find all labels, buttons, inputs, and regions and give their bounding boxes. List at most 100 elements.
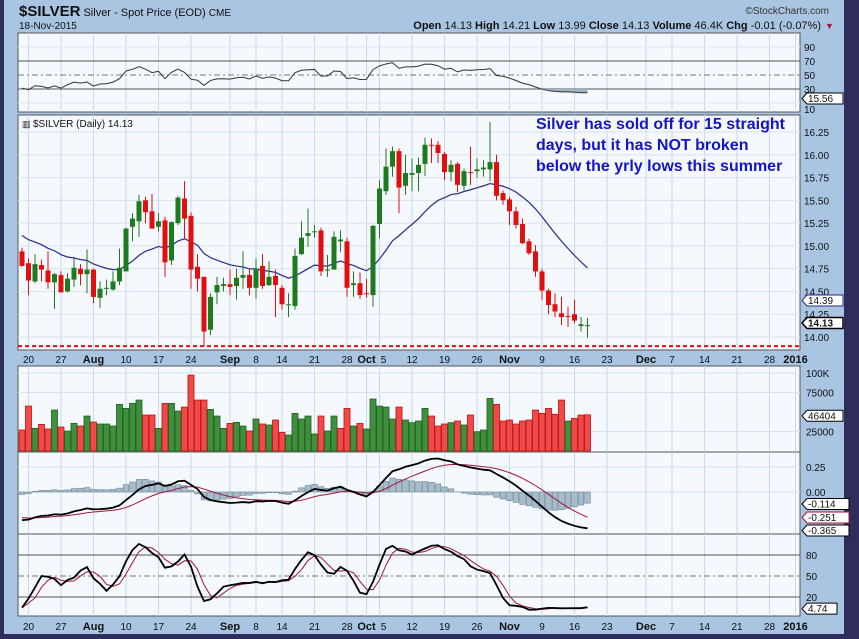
- rsi-value-tag: [801, 92, 844, 105]
- volume-tick-label: 75000: [806, 389, 834, 400]
- candle-body: [175, 197, 181, 224]
- annotation: Silver has sold off for 15 straight days…: [536, 114, 785, 177]
- macd-line: [21, 457, 588, 530]
- candle-body: [117, 267, 122, 282]
- volume-bar: [246, 430, 253, 452]
- candle-body: [32, 264, 38, 282]
- volume-bar: [376, 405, 383, 452]
- candle-body: [552, 304, 558, 312]
- candle-body: [409, 173, 415, 175]
- price-tick-label: 16.25: [804, 128, 829, 139]
- candle-body: [455, 163, 460, 185]
- x-tick-label: 7: [669, 355, 675, 366]
- candle-body: [442, 153, 447, 173]
- price-tick-label: 14.75: [804, 265, 829, 276]
- candle-body: [429, 144, 434, 146]
- volume-bar: [207, 409, 214, 452]
- volume-bar: [584, 414, 591, 452]
- x-tick-label: Nov: [499, 621, 521, 633]
- macd-histogram-bar: [129, 481, 136, 493]
- close-value: 14.13: [808, 319, 833, 330]
- macd-tick-label: 0.25: [806, 463, 826, 474]
- candle-body: [143, 200, 148, 213]
- volume-bar: [369, 398, 377, 452]
- x-tick-label: Dec: [636, 621, 656, 633]
- x-tick-label: 5: [381, 355, 387, 366]
- brand[interactable]: ©StockCharts.com: [745, 6, 829, 17]
- candle-body: [370, 225, 376, 296]
- macd-histogram-bar: [285, 491, 292, 495]
- volume-bar: [181, 406, 188, 452]
- macd-histogram-bar: [252, 491, 260, 494]
- macd-histogram-value-tag: [801, 498, 850, 510]
- candle-body: [481, 167, 486, 170]
- x-tick-label: 5: [381, 622, 387, 633]
- volume-bar: [194, 399, 201, 452]
- candle-body: [403, 173, 408, 186]
- volume-bar: [96, 423, 104, 452]
- volume-bar: [187, 374, 195, 452]
- volume-bar: [428, 415, 435, 452]
- volume-bar: [285, 434, 292, 452]
- volume-bar: [408, 422, 416, 452]
- close-label: Close: [588, 20, 619, 32]
- volume-bar: [577, 414, 585, 452]
- candle-body: [221, 284, 226, 286]
- x-tick-label: 21: [309, 355, 321, 366]
- volume-bar: [441, 423, 448, 452]
- x-tick-label: 14: [699, 355, 711, 366]
- volume-bar: [109, 425, 117, 452]
- volume-bar: [174, 410, 182, 452]
- volume-bar: [499, 420, 507, 452]
- macd-histogram-bar: [272, 491, 279, 493]
- macd-histogram-bar: [278, 491, 286, 495]
- panel-price: [17, 114, 801, 351]
- candle-body: [572, 314, 577, 321]
- volume-bar: [480, 429, 487, 452]
- candle-body: [156, 221, 161, 227]
- x-tick-label: 10: [120, 622, 132, 633]
- macd-histogram-bar: [480, 491, 487, 496]
- rsi-tick-label: 50: [804, 71, 816, 82]
- macd-tick-label: 0.00: [806, 488, 826, 499]
- x-tick-label: 27: [55, 622, 67, 633]
- candle-body: [279, 287, 285, 305]
- volume-bar: [259, 423, 266, 452]
- macd-histogram-bar: [460, 491, 468, 494]
- open-label: Open: [413, 20, 442, 32]
- macd-histogram-bar: [213, 491, 221, 501]
- down-triangle-icon: ▼: [825, 21, 834, 31]
- volume-bar: [558, 399, 565, 452]
- macd-histogram-bar: [239, 491, 247, 496]
- macd-histogram-bar: [246, 491, 253, 496]
- stoch-tick-label: 20: [806, 593, 818, 604]
- volume-bar: [155, 427, 162, 452]
- x-tick-label: 26: [471, 355, 483, 366]
- macd-histogram-bar: [83, 487, 91, 493]
- volume-bar: [265, 424, 273, 452]
- candle-body: [500, 193, 506, 201]
- candle-body: [318, 230, 324, 272]
- volume-bar: [363, 428, 370, 452]
- macd-histogram-bar: [44, 490, 52, 493]
- volume-bar: [278, 431, 286, 452]
- candle-body: [325, 269, 330, 271]
- macd-histogram-bar: [122, 484, 130, 493]
- ma-value-tag: [801, 294, 844, 307]
- macd-histogram-bar: [428, 481, 435, 493]
- candle-body: [65, 278, 70, 292]
- x-tick-label: 9: [539, 355, 545, 366]
- x-tick-label: 19: [439, 622, 451, 633]
- candle-body: [474, 169, 480, 172]
- volume-bar: [142, 414, 149, 452]
- price-tick-label: 15.00: [804, 242, 829, 253]
- candle-body: [578, 324, 584, 327]
- volume-bar: [525, 419, 533, 452]
- volume-bar: [551, 413, 559, 452]
- candle-body: [39, 265, 44, 270]
- volume-bar: [454, 420, 461, 452]
- volume-label: Volume: [652, 20, 692, 32]
- x-tick-label: Oct: [357, 354, 376, 366]
- candle-body: [331, 236, 337, 270]
